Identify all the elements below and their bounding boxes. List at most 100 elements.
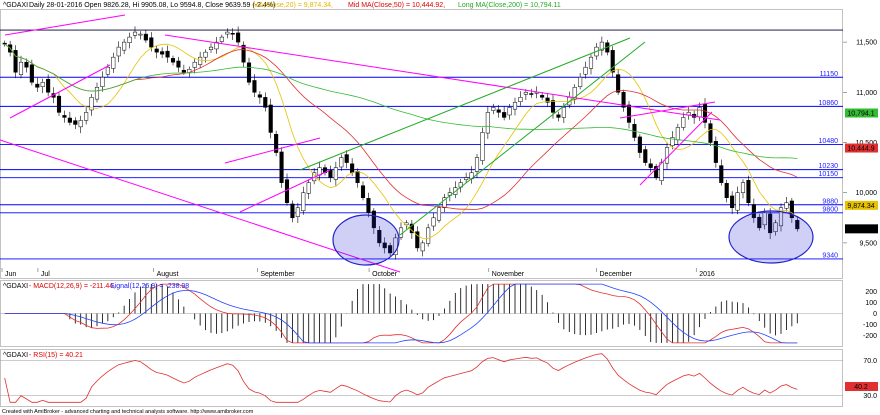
trendline <box>224 137 321 164</box>
price-symbol: ^GDAXI <box>3 2 28 9</box>
x-tick-label: 2016 <box>699 271 715 278</box>
rsi-panel-frame <box>0 349 843 407</box>
candle-up <box>333 167 338 180</box>
value-tag-box <box>845 200 878 210</box>
level-label: 9340 <box>822 252 838 259</box>
candle-up <box>464 177 469 180</box>
candle-down <box>529 93 534 95</box>
candle-up <box>393 237 398 255</box>
candle-up <box>214 41 219 50</box>
candle-down <box>654 166 659 178</box>
y-tick-label: 10,500 <box>856 140 878 147</box>
candle-down <box>236 32 241 43</box>
candle-up <box>670 137 675 146</box>
candle-up <box>583 66 588 75</box>
candle-up <box>681 117 686 128</box>
rsi-label: - RSI(15) = 40.21 <box>29 352 83 359</box>
ma50-line <box>4 43 798 210</box>
candle-down <box>496 109 501 113</box>
candle-up <box>675 127 680 141</box>
candle-up <box>192 61 197 68</box>
candle-up <box>784 202 789 209</box>
candle-down <box>795 219 800 230</box>
candle-up <box>111 56 116 69</box>
candle-up <box>491 107 496 111</box>
candle-down <box>751 204 756 219</box>
candle-down <box>350 163 355 173</box>
price-header: Daily 28-01-2016 Open 9826.28, Hi 9905.0… <box>29 2 275 9</box>
value-tag-label: 10,444.9 <box>847 146 874 153</box>
candle-up <box>94 87 100 100</box>
candle-down <box>355 171 360 183</box>
candle-up <box>306 182 311 194</box>
candle-up <box>735 192 740 211</box>
candle-down <box>789 200 794 219</box>
candle-down <box>366 198 371 214</box>
x-tick-label: November <box>492 271 525 278</box>
candle-up <box>740 182 746 193</box>
level-label: 10150 <box>819 171 839 178</box>
candle-up <box>295 207 300 217</box>
candle-down <box>637 136 642 153</box>
x-tick-label: Jun <box>5 271 16 278</box>
candle-down <box>149 37 154 48</box>
candle-up <box>431 217 436 227</box>
candle-up <box>301 192 306 212</box>
candle-up <box>398 227 404 238</box>
highlight-ellipse <box>728 210 814 264</box>
trendline <box>239 169 331 213</box>
candle-down <box>46 79 51 93</box>
trendline <box>399 41 646 236</box>
candle-down <box>13 50 18 73</box>
candle-down <box>540 95 545 98</box>
candle-down <box>252 80 257 93</box>
candlestick-series <box>2 26 800 260</box>
candle-up <box>599 41 604 51</box>
ma50-label: Mid MA(Close,50) = 10,444.92, <box>348 2 445 9</box>
candle-down <box>757 216 762 229</box>
candle-up <box>420 242 425 252</box>
candle-up <box>127 36 132 43</box>
candle-down <box>724 183 729 198</box>
candle-down <box>274 134 279 153</box>
candle-down <box>176 60 181 68</box>
x-tick-label: Jul <box>41 271 50 278</box>
candle-up <box>561 107 566 118</box>
macd-tick-label: 200 <box>865 289 877 296</box>
candle-down <box>56 95 62 113</box>
candle-up <box>339 157 344 168</box>
rsi-tick-label: 30.0 <box>863 393 877 400</box>
candle-up <box>426 227 431 244</box>
signal-line <box>4 283 798 344</box>
candle-down <box>556 114 561 118</box>
rsi-value-tag-label: 40.2 <box>854 384 868 391</box>
x-tick-label: September <box>260 271 295 278</box>
candle-up <box>697 107 702 118</box>
y-tick-label: 11,000 <box>856 90 877 97</box>
candle-down <box>550 100 556 113</box>
candle-up <box>523 92 528 95</box>
value-tag-box <box>845 224 878 234</box>
candle-down <box>268 104 273 133</box>
candle-down <box>67 117 72 123</box>
candle-up <box>132 31 138 36</box>
level-label: 11150 <box>820 71 839 78</box>
candle-down <box>246 62 252 83</box>
candle-down <box>165 50 170 58</box>
y-tick-label: 10,000 <box>856 190 878 197</box>
macd-tick-label: 0 <box>873 311 877 318</box>
candle-down <box>62 115 67 118</box>
candle-up <box>572 87 577 100</box>
rsi-symbol: ^GDAXI <box>3 352 28 359</box>
candle-up <box>659 162 664 181</box>
candle-down <box>181 69 186 73</box>
candle-up <box>474 157 480 172</box>
candle-down <box>263 97 268 108</box>
trendline <box>164 34 721 121</box>
macd-tick-label: -100 <box>863 322 877 329</box>
rsi-value-tag <box>845 381 878 391</box>
candle-down <box>328 169 333 178</box>
trendline <box>4 14 126 36</box>
x-tick-label: October <box>372 271 398 278</box>
